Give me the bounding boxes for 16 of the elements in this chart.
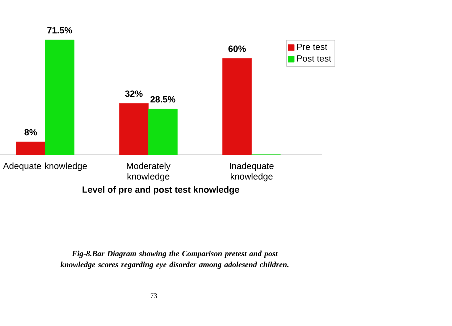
legend-label: Pre test (297, 44, 328, 50)
x-tick-label: Moderately knowledge (127, 162, 171, 182)
x-tick-label: Inadequate knowledge (230, 162, 274, 182)
data-label: 32% (125, 90, 143, 98)
bar (16, 142, 46, 156)
x-axis-title: Level of pre and post test knowledge (82, 186, 240, 195)
data-label: 28.5% (150, 96, 176, 103)
bar (148, 109, 178, 156)
bar (222, 58, 252, 156)
data-label: 8% (24, 129, 38, 136)
data-label: 71.5% (48, 27, 72, 34)
legend-label: Post test (297, 56, 332, 62)
bar (119, 103, 149, 156)
bar (45, 40, 75, 156)
data-label: 60% (228, 46, 246, 52)
x-tick-label: Adequate knowledge (3, 162, 88, 172)
